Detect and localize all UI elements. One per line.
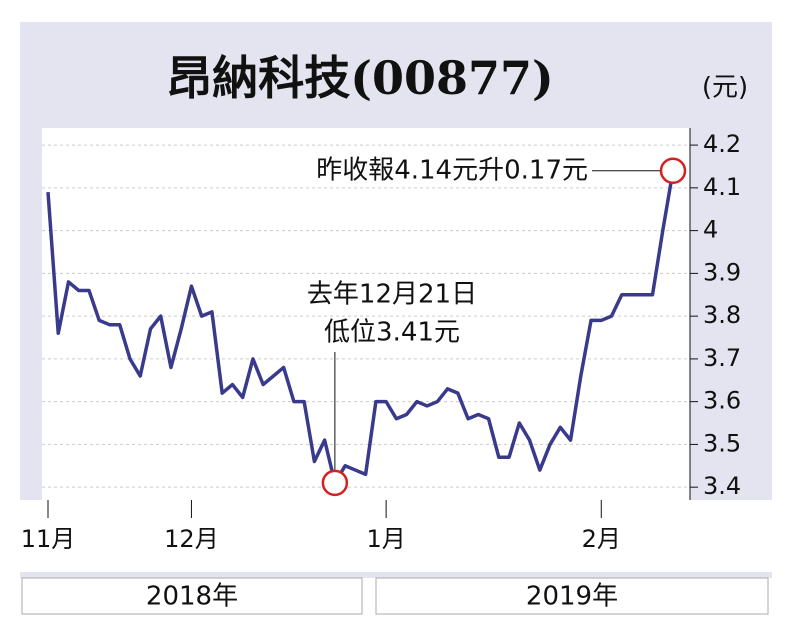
y-tick-label: 3.5 (703, 429, 741, 457)
y-tick-label: 3.6 (703, 387, 741, 415)
chart-title: 昂納科技(00877) (166, 51, 554, 105)
y-tick-label: 3.9 (703, 258, 741, 286)
year-label: 2018年 (146, 582, 238, 612)
x-tick-label: 12月 (164, 525, 219, 553)
y-tick-label: 4.1 (703, 173, 741, 201)
month-band (20, 500, 772, 572)
annotation: 去年12月21日 (307, 280, 477, 310)
year-box (375, 577, 769, 615)
y-tick-label: 3.8 (703, 301, 741, 329)
price-line (46, 170, 675, 485)
year-box (21, 577, 363, 615)
annotation: 昨收報4.14元升0.17元 (316, 155, 588, 185)
x-tick-label: 11月 (21, 525, 76, 553)
unit-label: (元) (702, 73, 748, 103)
annotation: 低位3.41元 (324, 318, 460, 348)
y-tick-label: 4 (703, 216, 718, 244)
year-label: 2019年 (526, 582, 618, 612)
plot-area (42, 128, 690, 500)
y-tick-label: 3.4 (703, 472, 741, 500)
highlight-point (659, 157, 687, 185)
highlight-point (321, 469, 349, 497)
y-tick-label: 3.7 (703, 344, 741, 372)
x-tick-label: 2月 (582, 525, 621, 553)
y-tick-label: 4.2 (703, 130, 741, 158)
divider (20, 572, 772, 578)
x-tick-label: 1月 (366, 525, 405, 553)
